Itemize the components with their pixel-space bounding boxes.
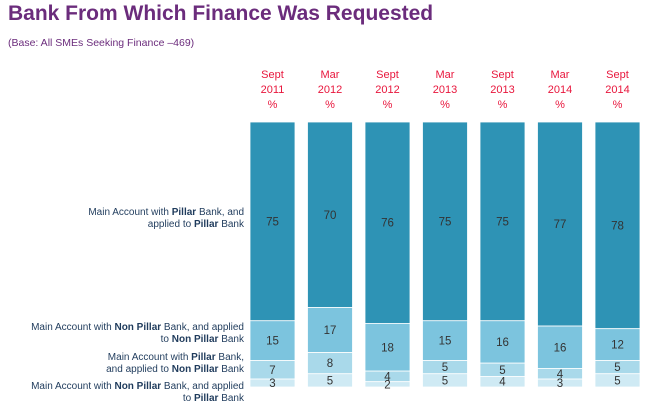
data-label: 75	[439, 216, 452, 228]
data-label: 4	[499, 377, 506, 389]
bar-segment	[479, 320, 526, 364]
category-label: 2014	[605, 84, 629, 96]
category-label: %	[383, 99, 393, 111]
category-label: Sept	[261, 69, 284, 81]
data-label: 18	[381, 342, 394, 354]
row-label-nonpillar-nonpillar: Main Account with Non Pillar Bank, and a…	[31, 322, 244, 345]
bar-segment	[479, 121, 526, 322]
category-label: %	[613, 99, 623, 111]
bar-segment	[594, 121, 641, 330]
category-label: %	[325, 99, 335, 111]
data-label: 5	[442, 362, 448, 374]
data-label: 5	[327, 375, 333, 387]
chart-subtitle: (Base: All SMEs Seeking Finance –469)	[8, 37, 195, 49]
bar-segment	[537, 325, 583, 369]
bar-segment	[364, 322, 411, 372]
bar-segment	[422, 373, 468, 388]
data-label: 4	[557, 369, 564, 381]
data-label: 7	[269, 365, 275, 377]
data-label: 5	[442, 375, 448, 387]
data-label: 70	[324, 210, 337, 222]
bar-segment	[249, 320, 296, 361]
category-label: Sept	[491, 69, 514, 81]
bar-segment	[364, 121, 411, 324]
data-label: 15	[266, 336, 279, 348]
bar-segment	[249, 121, 296, 322]
data-label: 5	[614, 375, 620, 387]
category-label: 2013	[490, 84, 514, 96]
category-label: Mar	[321, 69, 340, 81]
category-label: %	[440, 99, 450, 111]
data-label: 78	[611, 220, 624, 232]
data-label: 5	[614, 362, 620, 374]
row-label-nonpillar-pillar: Main Account with Non Pillar Bank, and a…	[31, 381, 244, 404]
category-label: Sept	[376, 69, 399, 81]
category-label: %	[555, 99, 565, 111]
bar-segment	[364, 381, 411, 388]
category-label: Sept	[606, 69, 629, 81]
category-label: 2013	[433, 84, 457, 96]
data-label: 17	[324, 325, 337, 337]
data-label: 75	[266, 216, 279, 228]
bar-segment	[594, 373, 641, 388]
bar-segment	[537, 378, 583, 388]
category-label: 2014	[548, 84, 572, 96]
category-label: 2012	[375, 84, 399, 96]
chart-title: Bank From Which Finance Was Requested	[8, 2, 434, 25]
data-label: 2	[384, 379, 390, 391]
row-label-pillar-pillar: Main Account with Pillar Bank, and appli…	[88, 207, 244, 230]
category-label: 2011	[261, 84, 285, 96]
category-label: Mar	[436, 69, 455, 81]
bar-segment	[307, 307, 353, 353]
bar-segment	[479, 375, 526, 388]
data-label: 75	[496, 216, 509, 228]
bar-segment	[422, 121, 468, 322]
data-label: 5	[499, 365, 505, 377]
bar-segment	[307, 373, 353, 388]
data-label: 3	[557, 378, 563, 390]
data-label: 76	[381, 218, 394, 230]
data-label: 15	[439, 336, 452, 348]
data-label: 16	[554, 342, 567, 354]
category-label: 2012	[318, 84, 342, 96]
category-label: Mar	[551, 69, 570, 81]
category-label: %	[498, 99, 508, 111]
data-label: 4	[384, 371, 391, 383]
data-label: 12	[611, 340, 624, 352]
row-label-pillar-nonpillar: Main Account with Pillar Bank, and appli…	[106, 352, 244, 375]
data-label: 8	[327, 358, 333, 370]
category-label: %	[268, 99, 278, 111]
bar-segment	[537, 121, 583, 327]
data-label: 16	[496, 337, 509, 349]
bar-segment	[249, 378, 296, 388]
data-label: 3	[269, 378, 275, 390]
data-label: 77	[554, 219, 567, 231]
